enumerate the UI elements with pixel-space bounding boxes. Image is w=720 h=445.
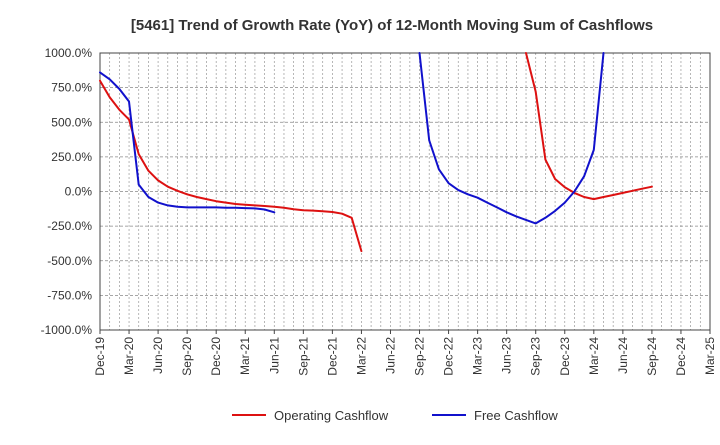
legend: Operating Cashflow Free Cashflow	[232, 408, 558, 423]
legend-label-operating-cashflow: Operating Cashflow	[274, 408, 389, 423]
x-tick-label: Mar-22	[354, 337, 368, 375]
x-tick-label: Dec-23	[558, 337, 572, 376]
x-tick-label: Jun-24	[616, 337, 630, 374]
x-tick-label: Mar-23	[471, 337, 485, 375]
y-axis-ticks: 1000.0% 750.0% 500.0% 250.0% 0.0% -250.0% -500…	[41, 46, 93, 337]
axes	[99, 52, 711, 331]
legend-label-free-cashflow: Free Cashflow	[474, 408, 558, 423]
x-tick-label: Mar-25	[703, 337, 717, 375]
y-tick-label: -750.0%	[47, 288, 92, 302]
y-tick-label: -250.0%	[47, 219, 92, 233]
x-tick-label: Sep-21	[296, 337, 310, 376]
y-tick-label: 1000.0%	[45, 46, 93, 60]
x-tick-label: Dec-24	[674, 337, 688, 376]
x-tick-label: Mar-21	[238, 337, 252, 375]
x-tick-label: Sep-23	[529, 337, 543, 376]
chart-title: [5461] Trend of Growth Rate (YoY) of 12-…	[131, 17, 653, 34]
grid	[99, 52, 711, 331]
x-tick-label: Sep-20	[180, 337, 194, 376]
x-tick-label: Sep-22	[413, 337, 427, 376]
x-tick-label: Jun-22	[383, 337, 397, 374]
y-tick-label: 0.0%	[65, 185, 93, 199]
x-tick-label: Jun-23	[500, 337, 514, 374]
x-tick-label: Jun-21	[267, 337, 281, 374]
x-tick-label: Mar-20	[122, 337, 136, 375]
y-tick-label: 750.0%	[51, 81, 92, 95]
series-line-operating-cashflow	[525, 52, 653, 201]
series-lines	[99, 52, 653, 253]
y-tick-label: 500.0%	[51, 115, 92, 129]
y-tick-label: -500.0%	[47, 254, 92, 268]
series-line-operating-cashflow	[99, 79, 363, 253]
x-tick-label: Mar-24	[587, 337, 601, 375]
x-axis-ticks: Dec-19 Mar-20 Jun-20 Sep-20 Dec-20 Mar-21 Jun-…	[93, 330, 717, 376]
x-tick-label: Jun-20	[151, 337, 165, 374]
x-tick-label: Sep-24	[645, 337, 659, 376]
series-line-free-cashflow	[99, 71, 276, 214]
x-tick-label: Dec-21	[325, 337, 339, 376]
x-tick-label: Dec-19	[93, 337, 107, 376]
series-line-free-cashflow	[418, 52, 605, 225]
plot-border	[99, 52, 711, 331]
y-tick-label: 250.0%	[51, 150, 92, 164]
x-tick-label: Dec-22	[442, 337, 456, 376]
y-tick-label: -1000.0%	[41, 323, 93, 337]
x-tick-label: Dec-20	[209, 337, 223, 376]
